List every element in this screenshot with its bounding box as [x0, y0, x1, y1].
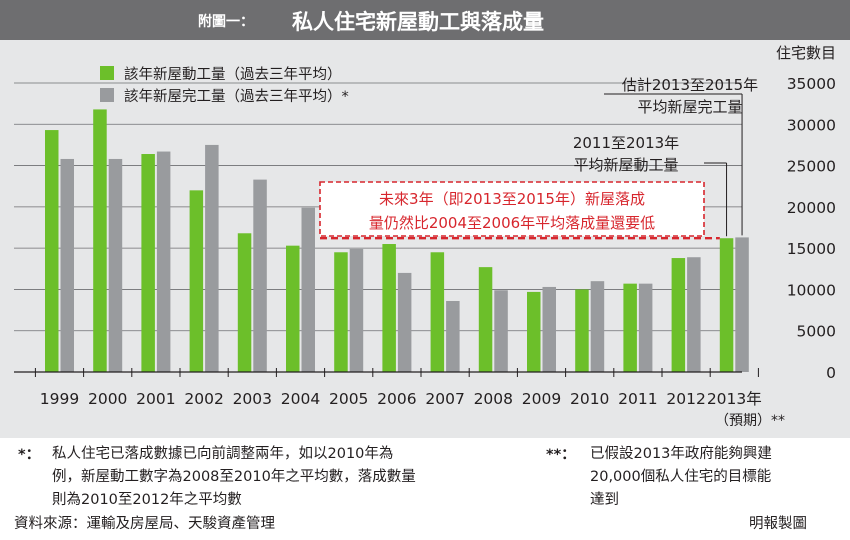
bar-completions — [446, 300, 460, 372]
callout-text: 量仍然比2004至2006年平均落成量還要低 — [369, 214, 655, 232]
bar-starts — [286, 245, 300, 372]
chart: 05000100001500020000250003000035000住宅數目 … — [14, 44, 836, 429]
x-tick-label: 2001 — [136, 390, 175, 408]
bar-starts — [45, 130, 59, 372]
x-tick-label: 2003 — [233, 390, 272, 408]
starts-label: 2011至2013年 — [573, 134, 679, 152]
bar-completions — [590, 281, 605, 372]
note-left-mark: *： — [18, 447, 41, 463]
bar-starts — [382, 244, 396, 372]
bar-starts — [478, 267, 493, 372]
bar-starts — [430, 252, 445, 372]
x-tick-label: 2010 — [570, 390, 609, 408]
bar-starts — [93, 109, 107, 373]
note-left: 私人住宅已落成數據已向前調整兩年，如以2010年為 例，新屋動工數字為2008至… — [52, 443, 416, 512]
y-axis-title: 住宅數目 — [776, 44, 836, 62]
chart-title: 私人住宅新屋動工與落成量 — [292, 10, 544, 34]
bar-starts — [671, 258, 686, 372]
note-right-line: 已假設2013年政府能夠興建 — [590, 446, 772, 462]
bar-completions — [542, 286, 556, 372]
note-left-line: 則為2010至2012年之平均數 — [52, 492, 242, 508]
note-left-line: 私人住宅已落成數據已向前調整兩年，如以2010年為 — [52, 446, 394, 462]
callout-box — [319, 181, 705, 237]
x-tick-label: 2013年 — [707, 390, 762, 408]
x-tick-label: 2002 — [184, 390, 223, 408]
completion-label: 平均新屋完工量 — [637, 98, 742, 116]
legend-swatch — [100, 88, 114, 102]
bar-completions — [349, 248, 364, 372]
chart-panel: 0 5000 10000 15000 20000 25000 30000 35000 住宅數目 … — [0, 40, 850, 438]
figure-label: 附圖一： — [198, 14, 254, 30]
y-tick-label: 5000 — [797, 323, 836, 341]
bar-completions — [301, 207, 315, 372]
bar-completions — [687, 257, 701, 372]
source-note: 資料來源：運輸及房屋局、天駿資產管理 — [14, 516, 275, 532]
x-tick-label: 2009 — [522, 390, 561, 408]
x-tick-sublabel: （預期）** — [715, 413, 785, 429]
credit-note: 明報製圖 — [749, 516, 807, 532]
legend-label: 該年新屋動工量（過去三年平均） — [124, 66, 342, 83]
x-tick-label: 2012 — [666, 390, 705, 408]
bar-completions — [638, 283, 653, 372]
bar-starts — [719, 238, 734, 372]
y-tick-label: 15000 — [787, 240, 836, 258]
y-tick-label: 0 — [826, 364, 836, 382]
x-tick-label: 1999 — [40, 390, 79, 408]
note-right-line: 達到 — [590, 492, 619, 508]
bar-starts — [334, 252, 348, 372]
y-tick-label: 25000 — [787, 158, 836, 176]
x-tick-label: 2000 — [88, 390, 127, 408]
bar-starts — [141, 154, 155, 372]
note-right-line: 20,000個私人住宅的目標能 — [590, 469, 772, 485]
note-right: 已假設2013年政府能夠興建 20,000個私人住宅的目標能 達到 — [590, 443, 772, 512]
x-tick-label: 2007 — [425, 390, 464, 408]
bar-completions — [494, 290, 508, 372]
x-tick-label: 2004 — [281, 390, 320, 408]
bar-completions — [397, 272, 412, 372]
x-tick-label: 2008 — [474, 390, 513, 408]
bar-starts — [575, 289, 589, 372]
x-tick-label: 2006 — [377, 390, 416, 408]
starts-label: 平均新屋動工量 — [573, 156, 678, 174]
legend-label: 該年新屋完工量（過去三年平均）* — [124, 88, 349, 105]
y-tick-label: 30000 — [787, 116, 836, 134]
bar-starts — [189, 190, 204, 372]
bar-completions — [108, 158, 123, 372]
bar-completions — [156, 151, 171, 372]
bar-starts — [527, 291, 541, 372]
bar-completions — [253, 179, 267, 372]
bar-completions — [60, 158, 74, 372]
x-tick-label: 2005 — [329, 390, 368, 408]
bar-starts — [237, 233, 252, 372]
note-right-mark: **： — [546, 447, 576, 463]
note-left-line: 例，新屋動工數字為2008至2010年之平均數，落成數量 — [52, 469, 416, 485]
y-tick-label: 20000 — [787, 199, 836, 217]
x-tick-label: 2011 — [618, 390, 657, 408]
bar-completions — [735, 237, 749, 372]
completion-label: 估計2013至2015年 — [622, 76, 758, 94]
callout-text: 未來3年（即2013至2015年）新屋落成 — [379, 190, 645, 208]
y-tick-label: 35000 — [787, 75, 836, 93]
legend-swatch — [100, 66, 114, 80]
title-bar: 附圖一： 私人住宅新屋動工與落成量 — [0, 0, 850, 40]
bar-completions — [205, 144, 219, 372]
bar-starts — [623, 283, 637, 372]
y-tick-label: 10000 — [787, 281, 836, 299]
